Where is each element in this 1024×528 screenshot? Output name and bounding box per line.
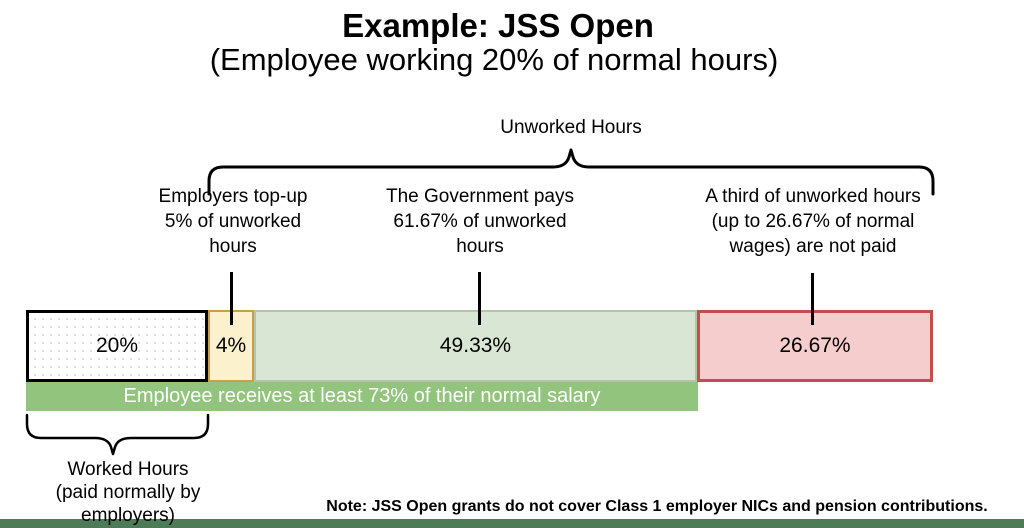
annotation-employer-topup: Employers top-up 5% of unworked hours [123,184,343,259]
bottom-green-strip [0,519,1024,528]
bar-segment-not-paid: 26.67% [697,310,933,382]
salary-band: Employee receives at least 73% of their … [26,382,698,411]
footnote: Note: JSS Open grants do not cover Class… [326,498,988,515]
salary-band-text: Employee receives at least 73% of their … [123,385,601,407]
annotation-line: The Government pays [386,186,574,207]
annotation-line: hours [456,236,504,257]
worked-hours-line: Worked Hours [67,459,189,480]
segment-value: 20% [95,334,139,357]
page-subtitle: (Employee working 20% of normal hours) [209,42,779,77]
annotation-line: A third of unworked hours [705,186,921,207]
pointer-line-topup [230,272,233,325]
pointer-line-unpaid [811,273,814,325]
annotation-government-pays: The Government pays 61.67% of unworked h… [360,184,600,259]
worked-hours-line: employers) [81,505,175,526]
annotation-line: wages) are not paid [729,236,897,257]
annotation-line: hours [209,236,257,257]
annotation-line: (up to 26.67% of normal [711,211,915,232]
annotation-not-paid: A third of unworked hours (up to 26.67% … [678,184,948,259]
annotation-line: Employers top-up [158,186,308,207]
pointer-line-government [478,272,481,325]
worked-hours-line: (paid normally by [55,482,201,503]
segment-value: 49.33% [439,334,512,357]
annotation-line: 5% of unworked [164,211,302,232]
segment-value: 4% [215,334,247,357]
page-title: Example: JSS Open [342,7,654,44]
worked-hours-label: Worked Hours (paid normally by employers… [18,458,238,527]
bar-segment-worked-hours: 20% [26,310,208,382]
segment-value: 26.67% [779,334,851,357]
annotation-line: 61.67% of unworked [393,211,567,232]
unworked-hours-label: Unworked Hours [500,117,642,138]
worked-hours-brace [25,413,210,456]
bar-segment-government-pays: 49.33% [254,310,697,382]
